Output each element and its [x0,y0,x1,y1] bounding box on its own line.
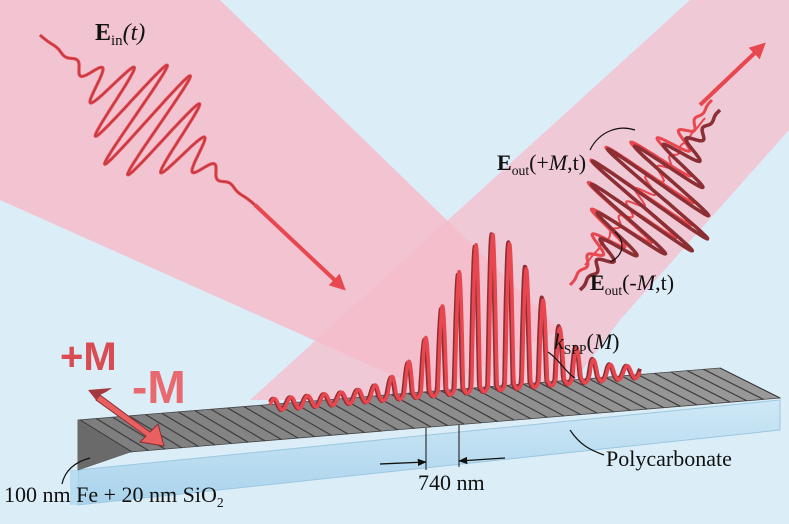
spp-wave-packet [268,232,642,412]
outgoing-arrow [698,42,766,107]
label-period: 740 nm [418,470,485,495]
callout-eout-minus [609,231,623,263]
callout-polycarbonate [569,429,605,456]
grating-ridge [145,414,199,447]
label-mag-plus: +M [60,335,117,379]
label-kspp-symbol: k [554,329,564,354]
label-ein-sub: in [111,33,123,50]
magnetization-arrow [88,388,165,447]
label-layers-sub: 2 [216,494,224,510]
grating-ridge [178,411,232,445]
label-eout-plus-close: ,t) [567,150,587,175]
outgoing-pulses [568,42,766,292]
grating-ridge [96,418,149,452]
incident-arrow [253,203,346,291]
label-eout-plus: Eout(+M,t) [497,150,586,179]
grating-ridge [194,410,249,443]
grating-ridge [604,376,664,409]
outgoing-wave [578,108,722,292]
label-kspp-m: M [593,329,613,354]
grating-ridge [227,407,282,441]
label-kspp: kSPP(M) [554,329,619,358]
grating-ridge [654,372,714,405]
grating-ridge [719,367,781,399]
label-kspp-close: ) [612,329,620,354]
grating-ridge [686,370,748,402]
label-eout-minus-sub: out [604,282,623,298]
label-eout-minus-symbol: E [590,270,605,295]
grating-ridge [555,380,615,413]
callout-kspp [547,351,576,379]
label-eout-minus: Eout(-M,t) [590,270,674,299]
label-ein-symbol: E [95,20,112,46]
grating-ridge [276,403,332,436]
grating-ridge [243,406,299,439]
grating-ridge [210,408,266,442]
label-ein: Ein(t) [95,20,145,50]
reflected-beam [250,0,789,400]
label-eout-plus-sub: out [511,162,530,178]
label-kspp-open: ( [586,329,594,354]
substrate-block [70,399,781,506]
grating-ridge [260,404,316,438]
grating-ridge [161,412,216,446]
label-eout-plus-open: (+ [529,150,549,175]
label-ein-arg: (t) [122,20,146,46]
label-eout-minus-close: ,t) [655,270,675,295]
label-kspp-sub: SPP [563,341,587,357]
label-eout-plus-m: M [548,150,568,175]
grating-ridge [588,378,648,410]
grating-ridge [703,368,764,400]
grating-ridge [637,374,698,406]
grating-ridge [670,371,731,403]
period-dimension [379,425,506,470]
incident-pulse [38,33,346,291]
label-eout-minus-m: M [636,270,656,295]
callout-eout-plus [589,127,636,151]
label-polycarbonate: Polycarbonate [606,446,732,471]
grating-surface [77,367,782,471]
label-layers-main: 100 nm Fe + 20 nm SiO [4,482,217,507]
grating-ridge [572,379,631,411]
grating-ridge [539,382,598,414]
grating-ridge [79,419,133,453]
label-eout-minus-open: (- [622,270,637,295]
label-mag-minus: -M [132,361,186,413]
spp-wave [268,232,642,412]
callout-layers [61,457,91,485]
label-layers: 100 nm Fe + 20 nm SiO2 [4,482,224,511]
label-eout-plus-symbol: E [497,150,512,175]
grating-ridge [621,375,681,407]
